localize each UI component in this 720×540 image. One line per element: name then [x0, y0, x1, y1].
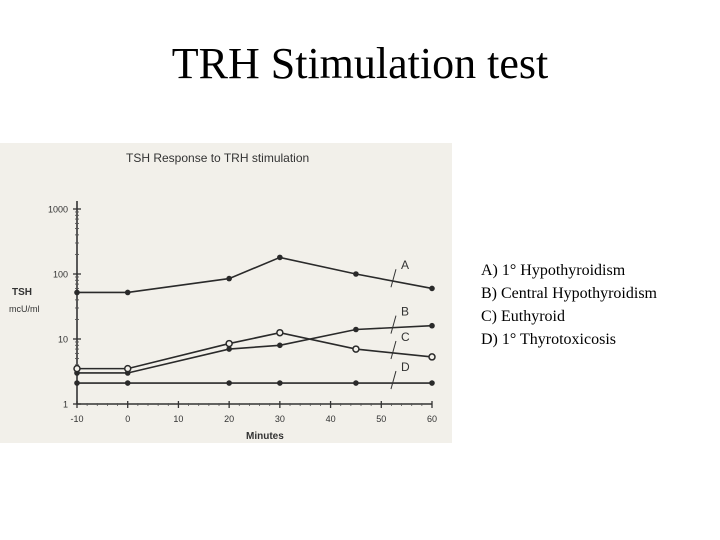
data-point-b [277, 342, 283, 349]
data-point-c [352, 345, 360, 353]
series-label-arrow-c [390, 340, 397, 360]
axes: 1 10 100 1000 -10 0 10 20 30 40 50 60 [48, 201, 437, 424]
data-point-b [353, 326, 359, 333]
data-point-b [429, 322, 435, 329]
y-axis-label-2: mcU/ml [9, 304, 40, 314]
tsh-chart: TSH Response to TRH stimulation TSH mcU/… [9, 151, 437, 442]
legend-item-b: B) Central Hypothyroidism [481, 285, 657, 302]
y-tick-label: 10 [58, 335, 68, 345]
x-tick-label: 40 [326, 414, 336, 424]
slide-title: TRH Stimulation test [171, 39, 549, 88]
legend-item-d: D) 1° Thyrotoxicosis [481, 331, 616, 348]
series-line-c [77, 331, 433, 370]
data-point-d [429, 380, 435, 386]
data-point-d [74, 380, 80, 386]
x-tick-label: 0 [125, 414, 130, 424]
data-point-d [353, 380, 359, 386]
x-tick-label: 60 [427, 414, 437, 424]
data-point-d [124, 380, 131, 386]
series-label-arrow-a [390, 269, 397, 288]
data-point-c [73, 364, 81, 373]
data-point-a [353, 271, 359, 277]
x-tick-label: 50 [376, 414, 386, 424]
series-label-arrow-d [390, 370, 397, 390]
data-point-a [277, 254, 283, 261]
x-axis-label: Minutes [246, 431, 284, 442]
chart-title: TSH Response to TRH stimulation [126, 151, 309, 165]
data-point-d [226, 380, 232, 386]
series-label-a: A [401, 258, 409, 272]
data-point-a [74, 289, 80, 296]
data-point-c [123, 364, 132, 373]
data-point-c [428, 353, 436, 361]
legend-list: A) 1° Hypothyroidism B) Central Hypothyr… [481, 259, 657, 351]
x-tick-label: -10 [70, 414, 83, 424]
legend-item-a: A) 1° Hypothyroidism [481, 262, 626, 279]
series-line-b [77, 324, 433, 374]
y-tick-label: 1000 [48, 205, 68, 215]
data-point-a [124, 289, 131, 296]
data-point-c [276, 328, 284, 337]
chart-panel: TSH Response to TRH stimulation TSH mcU/… [0, 143, 452, 443]
series-line-a [77, 256, 433, 294]
data-point-c [225, 339, 233, 348]
x-tick-label: 20 [224, 414, 234, 424]
y-axis-label-1: TSH [12, 287, 32, 298]
legend-item-c: C) Euthyroid [481, 308, 565, 325]
data-point-a [226, 275, 232, 282]
series-label-c: C [401, 330, 410, 344]
y-tick-label: 100 [53, 270, 68, 280]
x-tick-label: 10 [173, 414, 183, 424]
data-point-a [429, 285, 435, 292]
series-label-b: B [401, 305, 409, 319]
data-point-d [277, 380, 283, 386]
x-tick-label: 30 [275, 414, 285, 424]
series-layer: A BC D [73, 254, 436, 390]
data-point-b [226, 346, 232, 352]
series-label-arrow-b [390, 315, 397, 334]
y-tick-label: 1 [63, 400, 68, 410]
series-label-d: D [401, 360, 410, 374]
